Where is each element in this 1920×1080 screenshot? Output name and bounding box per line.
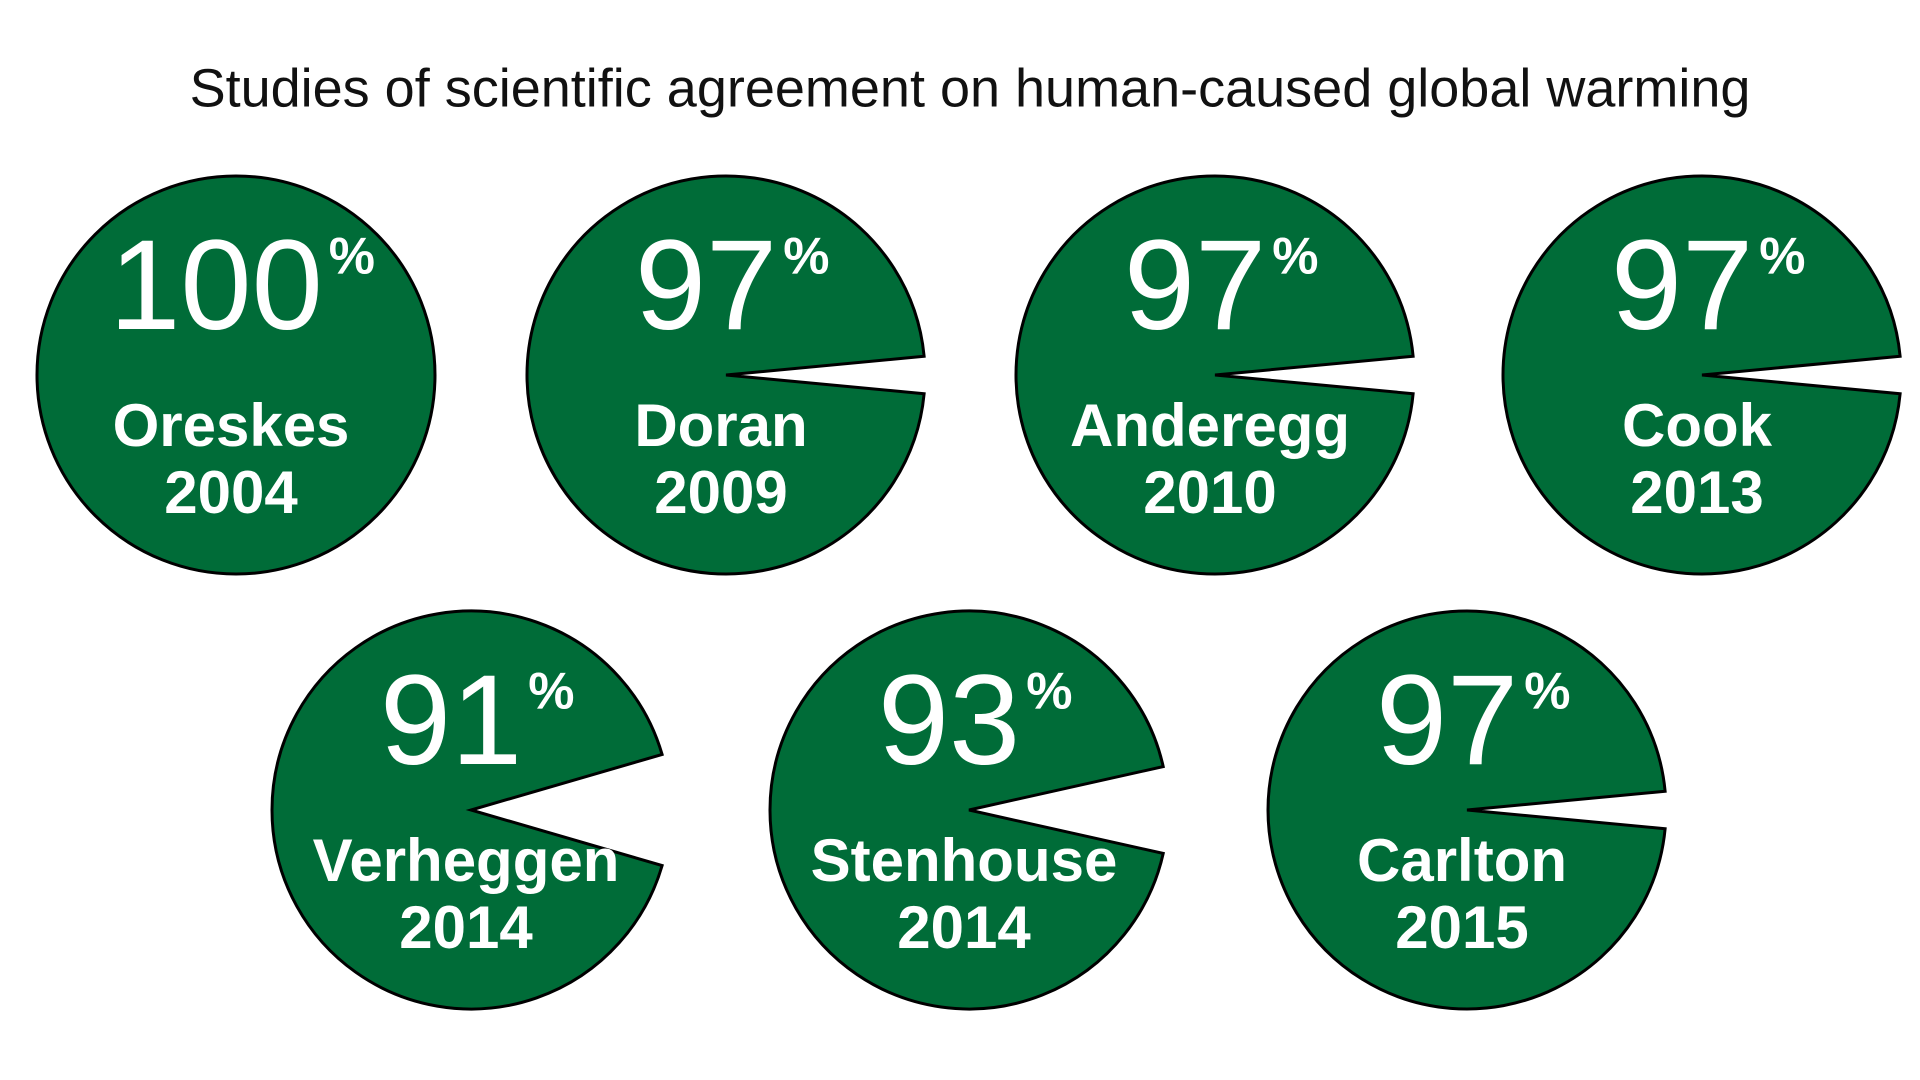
study-name: Oreskes [113, 392, 350, 459]
chart-title: Studies of scientific agreement on human… [190, 58, 1751, 118]
pie [270, 609, 664, 1011]
study-name: Stenhouse [811, 827, 1118, 894]
study-year: 2009 [654, 459, 787, 526]
study-name: Carlton [1357, 827, 1567, 894]
pie [1014, 174, 1415, 576]
pie [525, 174, 926, 576]
value-label: 97 [1376, 649, 1518, 792]
unit-label: % [1759, 228, 1805, 286]
study-name: Verheggen [313, 827, 620, 894]
pie [35, 174, 437, 576]
study-name: Doran [634, 392, 807, 459]
pie [1266, 609, 1667, 1011]
value-label: 97 [1611, 214, 1753, 357]
unit-label: % [783, 228, 829, 286]
study-year: 2014 [399, 894, 533, 961]
value-label: 100 [109, 214, 323, 357]
study-year: 2015 [1395, 894, 1528, 961]
unit-label: % [1272, 228, 1318, 286]
unit-label: % [528, 663, 574, 721]
study-year: 2004 [164, 459, 298, 526]
value-label: 97 [635, 214, 777, 357]
value-label: 93 [878, 649, 1020, 792]
study-year: 2014 [897, 894, 1031, 961]
unit-label: % [1524, 663, 1570, 721]
value-label: 91 [380, 649, 522, 792]
study-year: 2013 [1630, 459, 1763, 526]
unit-label: % [329, 228, 375, 286]
pie [1501, 174, 1902, 576]
unit-label: % [1026, 663, 1072, 721]
study-name: Anderegg [1070, 392, 1350, 459]
study-year: 2010 [1143, 459, 1276, 526]
pie [768, 609, 1166, 1011]
study-name: Cook [1622, 392, 1773, 459]
value-label: 97 [1124, 214, 1266, 357]
